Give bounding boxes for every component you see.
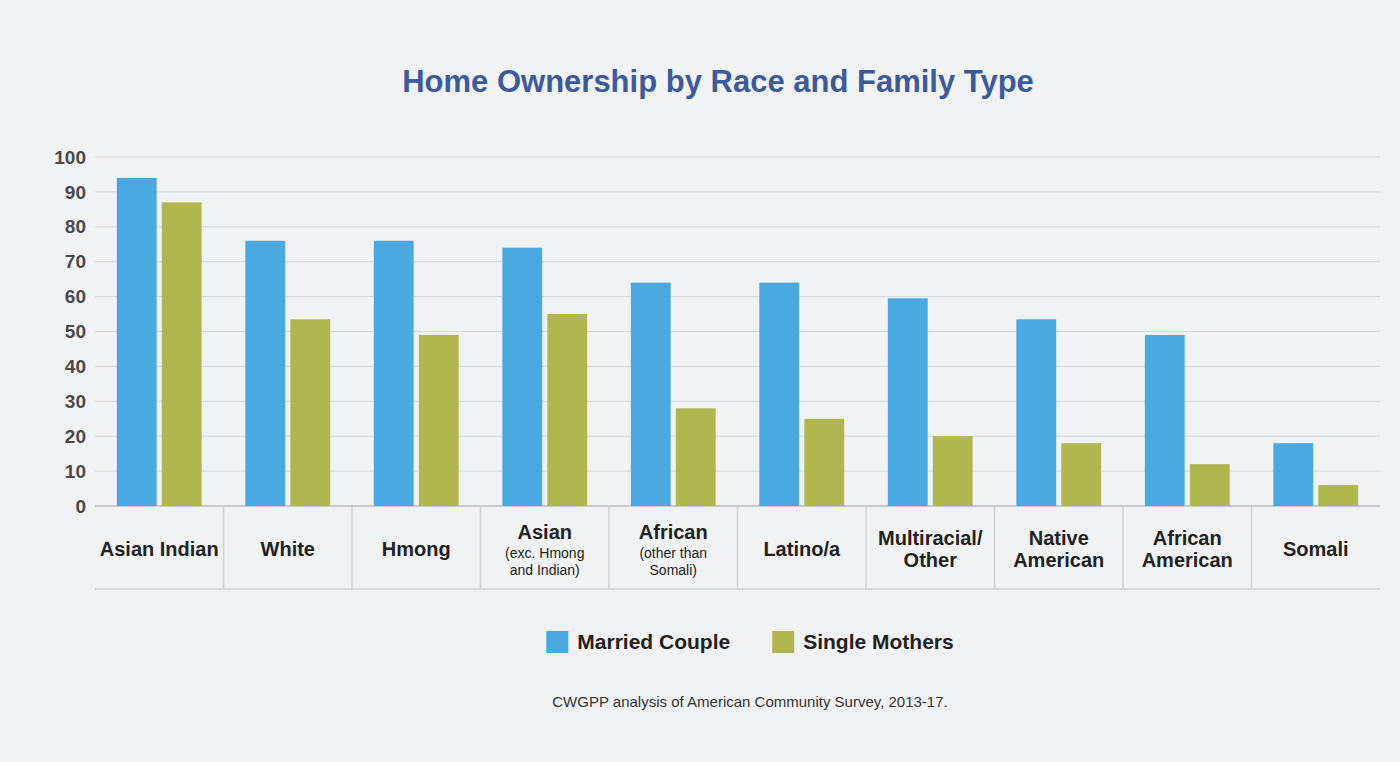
- label-line: Multiracial/: [878, 527, 983, 549]
- y-tick-label: 40: [65, 356, 86, 377]
- label-line: Asian: [518, 521, 572, 543]
- chart-root: Home Ownership by Race and Family Type 0 1…: [0, 0, 1400, 762]
- x-tick-label: Hmong: [382, 538, 451, 560]
- grid-line: [95, 191, 1380, 192]
- y-tick-label: 70: [65, 251, 86, 272]
- background: [0, 0, 1400, 762]
- grid-line: [95, 505, 1380, 507]
- bar: [804, 419, 844, 506]
- category-divider: [223, 507, 225, 589]
- label-line: Other: [904, 549, 958, 571]
- label-line: African: [639, 521, 708, 543]
- category-divider: [994, 507, 996, 589]
- bars: [117, 178, 1358, 506]
- grid-line: [95, 261, 1380, 262]
- y-tick-label: 100: [54, 147, 86, 168]
- bar: [1318, 485, 1358, 506]
- legend-label: Single Mothers: [803, 630, 954, 653]
- y-tick-label: 90: [65, 182, 86, 203]
- label-line: Latino/a: [763, 538, 841, 560]
- x-tick-label: Somali: [1283, 538, 1349, 560]
- x-tick-label: Asian Indian: [100, 538, 219, 560]
- label-line: American: [1013, 549, 1104, 571]
- grid-line: [95, 226, 1380, 227]
- bar: [290, 319, 330, 506]
- bar: [502, 248, 542, 506]
- legend: Married Couple Single Mothers: [546, 630, 953, 653]
- y-tick-label: 0: [75, 496, 86, 517]
- category-divider: [737, 507, 739, 589]
- bar: [162, 202, 202, 506]
- bar: [759, 283, 799, 506]
- y-tick-label: 50: [65, 321, 86, 342]
- legend-swatch: [772, 631, 794, 653]
- bar: [245, 241, 285, 506]
- x-tick-label: Multiracial/Other: [878, 527, 983, 571]
- label-subline: (exc. Hmong: [505, 545, 584, 561]
- y-tick-label: 20: [65, 426, 86, 447]
- y-tick-label: 80: [65, 216, 86, 237]
- grid-line: [95, 157, 1380, 158]
- bar: [676, 408, 716, 506]
- label-line: American: [1142, 549, 1233, 571]
- category-divider: [351, 507, 353, 589]
- grid-line: [95, 366, 1380, 367]
- label-line: Asian Indian: [100, 538, 219, 560]
- x-tick-label: African (other thanSomali): [639, 521, 708, 578]
- bar: [1061, 443, 1101, 506]
- label-line: Hmong: [382, 538, 451, 560]
- legend-label: Married Couple: [577, 630, 730, 653]
- x-tick-label: White: [261, 538, 315, 560]
- legend-swatch: [546, 631, 568, 653]
- x-tick-label: NativeAmerican: [1013, 527, 1104, 571]
- category-baseline: [95, 588, 1380, 590]
- category-divider: [1251, 507, 1253, 589]
- category-divider: [865, 507, 867, 589]
- label-line: Native: [1029, 527, 1089, 549]
- y-tick-label: 60: [65, 286, 86, 307]
- category-divider: [608, 507, 610, 589]
- x-tick-label: Latino/a: [763, 538, 841, 560]
- bar: [933, 436, 973, 506]
- y-tick-label: 10: [65, 461, 86, 482]
- x-tick-label: AfricanAmerican: [1142, 527, 1233, 571]
- bar: [419, 335, 459, 506]
- bar: [374, 241, 414, 506]
- source-note: CWGPP analysis of American Community Sur…: [552, 693, 947, 710]
- x-tick-label: Asian (exc. Hmongand Indian): [505, 521, 584, 578]
- bar: [631, 283, 671, 506]
- label-line: White: [261, 538, 315, 560]
- grid-line: [95, 436, 1380, 437]
- bar: [1016, 319, 1056, 506]
- bar: [888, 298, 928, 506]
- grid-line: [95, 401, 1380, 402]
- bar: [117, 178, 157, 506]
- category-divider: [1122, 507, 1124, 589]
- grid-line: [95, 296, 1380, 297]
- grid-line: [95, 331, 1380, 332]
- bar: [547, 314, 587, 506]
- title: Home Ownership by Race and Family Type: [402, 64, 1034, 99]
- grid: [95, 157, 1380, 506]
- label-line: African: [1153, 527, 1222, 549]
- label-subline: Somali): [650, 562, 697, 578]
- grid-line: [95, 471, 1380, 472]
- chart: Home Ownership by Race and Family Type 0 1…: [0, 0, 1400, 762]
- category-divider: [480, 507, 482, 589]
- bar: [1190, 464, 1230, 506]
- y-tick-label: 30: [65, 391, 86, 412]
- bar: [1145, 335, 1185, 506]
- label-subline: and Indian): [510, 562, 580, 578]
- label-line: Somali: [1283, 538, 1349, 560]
- label-subline: (other than: [639, 545, 707, 561]
- bar: [1273, 443, 1313, 506]
